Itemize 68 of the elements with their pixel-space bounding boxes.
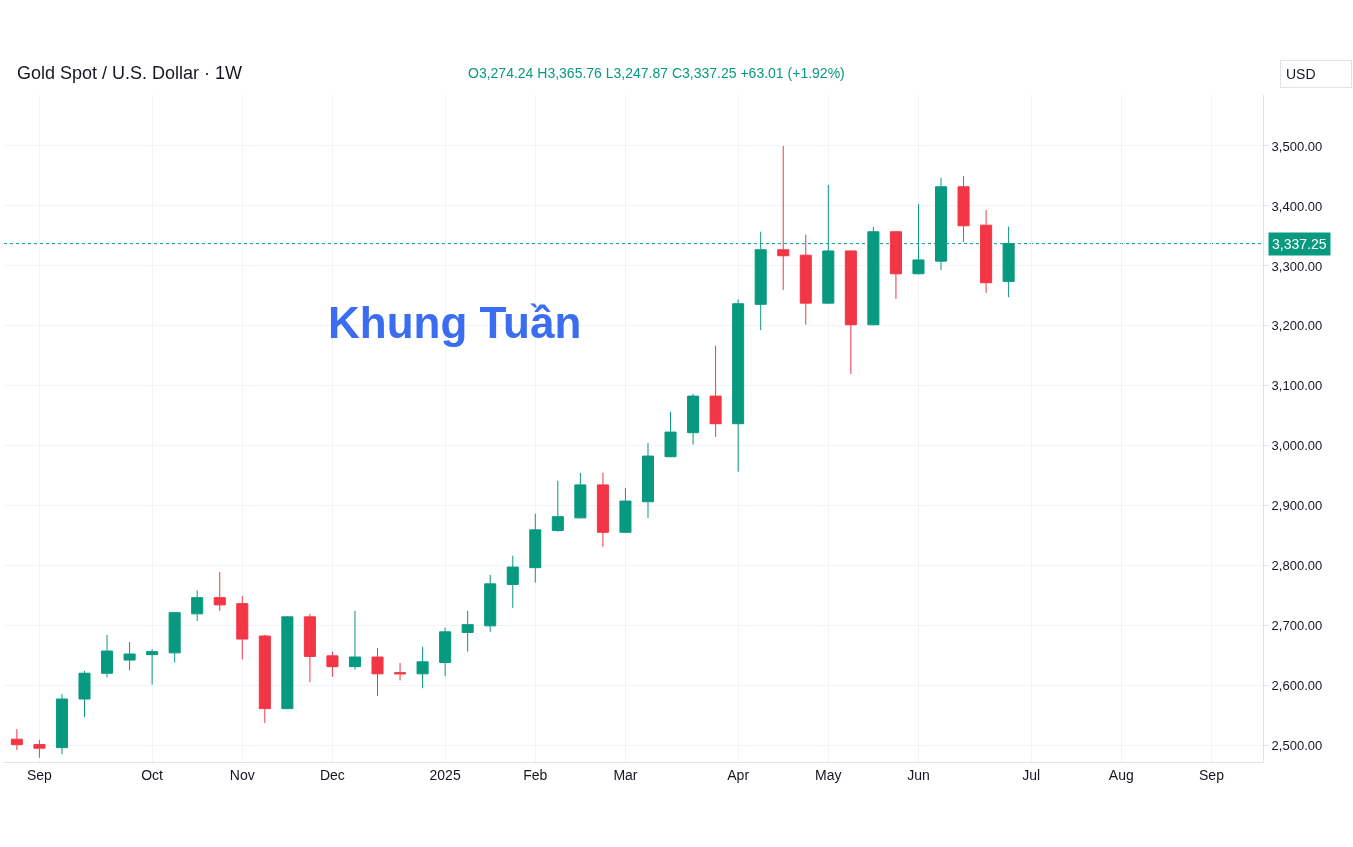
y-tick-label: 3,400.00 xyxy=(1271,198,1323,214)
candlestick xyxy=(664,411,677,458)
candlestick xyxy=(551,480,564,533)
candlestick xyxy=(957,175,970,243)
candlestick xyxy=(326,651,339,678)
candlestick xyxy=(529,513,542,584)
candlestick xyxy=(146,648,159,686)
candlestick xyxy=(55,693,68,755)
x-tick-label: Jun xyxy=(907,766,930,783)
candlestick xyxy=(168,612,181,663)
candlestick xyxy=(641,442,655,519)
y-axis-title: USD xyxy=(1286,66,1316,82)
x-tick-label: Sep xyxy=(1199,766,1225,783)
candlestick xyxy=(303,613,316,683)
candlestick xyxy=(461,610,474,653)
y-tick-label: 3,100.00 xyxy=(1271,378,1323,394)
y-tick-label: 3,200.00 xyxy=(1271,318,1323,334)
text: O3,274.24 H3,365.76 L3,247.87 C3,337.25 +63.01 (+1.92%) xyxy=(468,65,845,81)
y-tick-label: 3,500.00 xyxy=(1271,138,1323,154)
candlestick xyxy=(709,345,722,438)
candlestick xyxy=(394,662,407,681)
candlestick xyxy=(687,393,700,446)
candlestick xyxy=(777,145,790,291)
x-tick-label: Apr xyxy=(727,766,750,783)
candlestick xyxy=(348,610,361,671)
candlestick xyxy=(596,472,609,548)
y-tick-label: 2,500.00 xyxy=(1271,738,1323,754)
x-tick-label: Sep xyxy=(26,766,53,783)
candlestick xyxy=(732,299,745,473)
x-tick-label: Aug xyxy=(1108,766,1134,783)
candlestick xyxy=(619,487,632,534)
x-tick-label: Nov xyxy=(229,766,255,783)
candlestick xyxy=(799,234,812,326)
candlestick xyxy=(439,627,452,677)
candlestick xyxy=(980,209,993,294)
y-tick-label: 2,800.00 xyxy=(1271,558,1323,574)
y-tick-label: 2,700.00 xyxy=(1271,618,1323,634)
ref-line-label: 3,337.25 xyxy=(1272,236,1327,252)
candlestick xyxy=(844,249,857,375)
y-tick-label: 3,000.00 xyxy=(1271,438,1323,454)
x-tick-label: Jul xyxy=(1022,766,1041,783)
candlestick xyxy=(123,641,136,671)
candlestick xyxy=(574,472,587,519)
y-tick-label: 2,600.00 xyxy=(1271,678,1323,694)
candlestick xyxy=(213,571,226,612)
annotation: Khung Tuần xyxy=(328,298,582,347)
candlestick xyxy=(78,670,91,718)
candlestick xyxy=(191,589,204,622)
candlestick xyxy=(236,595,249,660)
x-tick-label: Mar xyxy=(613,766,638,783)
candlestick xyxy=(101,634,114,678)
candlestick xyxy=(889,230,902,300)
x-tick-label: May xyxy=(815,766,842,783)
candlestick xyxy=(33,739,46,759)
candlestick xyxy=(281,615,294,710)
x-tick-label: Feb xyxy=(523,766,548,783)
candlestick xyxy=(506,555,519,609)
candlestick xyxy=(10,728,23,751)
candlestick xyxy=(371,647,384,697)
x-tick-label: Dec xyxy=(319,766,345,783)
candlestick xyxy=(416,646,429,689)
candlestick xyxy=(484,574,497,633)
candlestick xyxy=(258,634,271,724)
x-tick-label: Oct xyxy=(141,766,164,783)
chart-title: Gold Spot / U.S. Dollar · 1W xyxy=(17,63,243,84)
y-tick-label: 3,300.00 xyxy=(1271,258,1323,274)
x-tick-label: 2025 xyxy=(429,766,461,783)
y-tick-label: 2,900.00 xyxy=(1271,498,1323,514)
